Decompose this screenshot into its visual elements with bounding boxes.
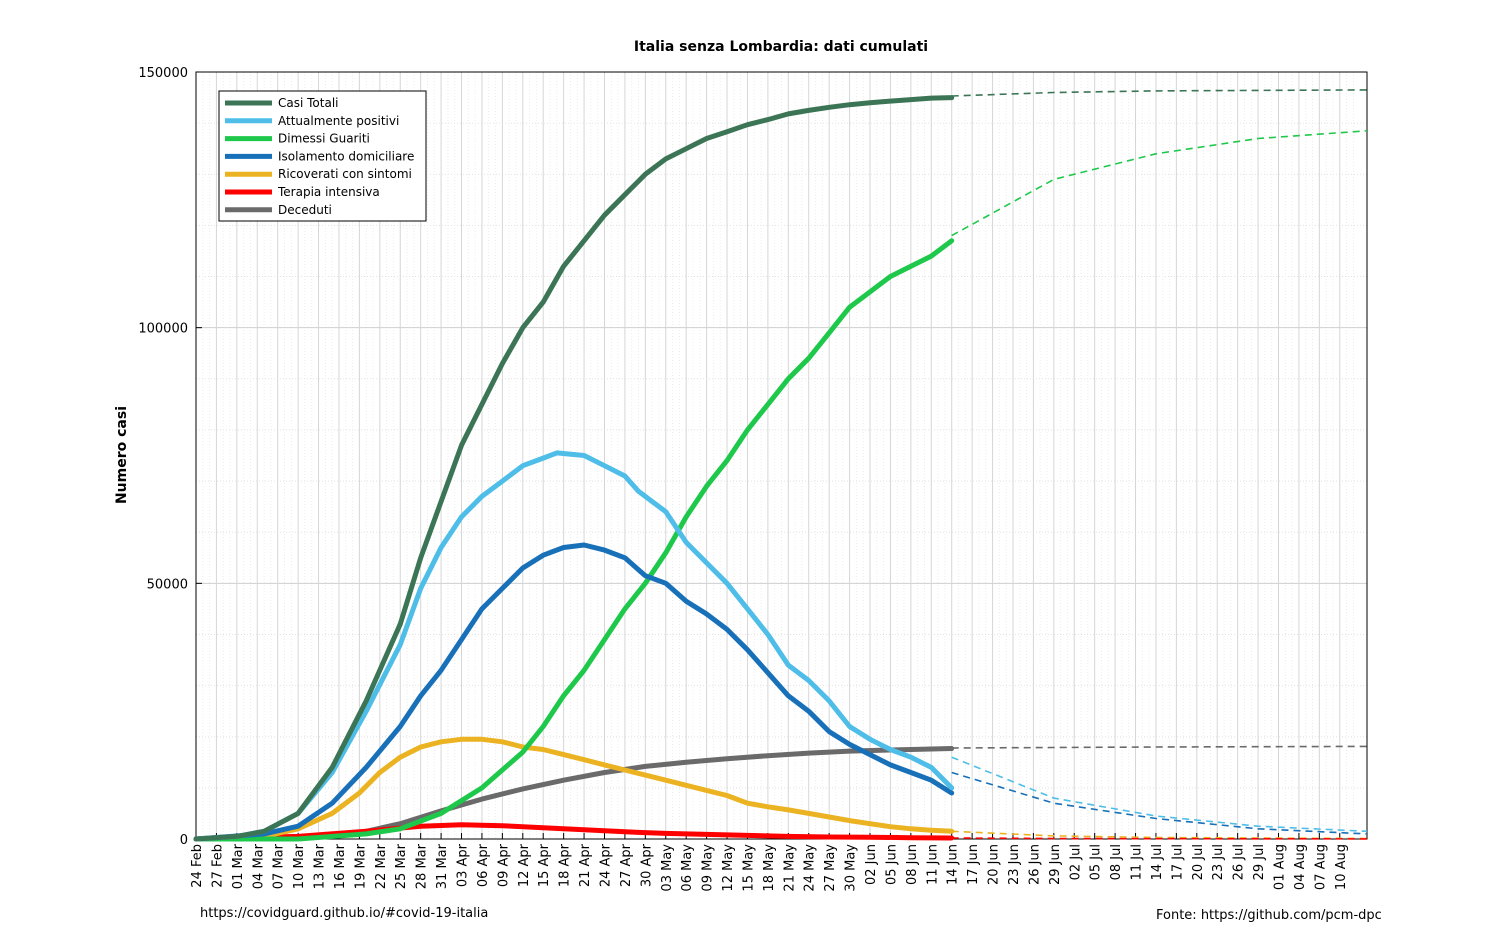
y-tick-label: 50000 (147, 577, 188, 592)
x-tick-labels: 24 Feb 27 Feb 01 Mar 04 Mar 07 Mar 10 Mar 13 M… (190, 843, 1349, 891)
series-line-ricoverati-con-sintomi (193, 736, 955, 842)
x-tick-label: 23 Jun (1007, 844, 1022, 885)
series-line-casi-totali (193, 95, 955, 842)
x-tick-label: 01 Aug (1272, 844, 1287, 890)
x-tick-label: 10 Aug (1334, 844, 1349, 890)
forecast-line-ricoverati-con-sintomi (951, 830, 1368, 840)
x-tick-label: 15 May (741, 844, 756, 892)
x-tick-label: 17 Jul (1170, 844, 1185, 880)
x-tick-label: 23 Jul (1211, 844, 1226, 880)
x-tick-label: 18 May (762, 844, 777, 892)
legend-label-deceduti: Deceduti (278, 203, 332, 217)
x-tick-label: 30 Apr (639, 843, 654, 887)
x-tick-label: 26 Jul (1232, 844, 1247, 880)
series-line-isolamento-domiciliare (193, 542, 955, 842)
x-tick-label: 14 Jun (946, 844, 961, 885)
legend-label-isolamento-domiciliare: Isolamento domiciliare (278, 149, 414, 163)
x-tick-label: 03 Apr (456, 843, 471, 887)
x-tick-label: 30 May (844, 844, 859, 892)
x-tick-label: 21 May (782, 844, 797, 892)
y-tick-label: 150000 (138, 66, 188, 81)
x-tick-label: 29 Jul (1252, 844, 1267, 880)
x-tick-label: 17 Jun (966, 844, 981, 885)
y-tick-label: 0 (180, 833, 188, 848)
x-tick-label: 06 May (680, 844, 695, 892)
x-tick-label: 18 Apr (558, 843, 573, 887)
x-tick-label: 02 Jun (864, 844, 879, 885)
plot-frame (195, 71, 1368, 840)
x-tick-label: 27 May (823, 844, 838, 892)
forecast-line-isolamento-domiciliare (951, 771, 1368, 835)
chart-title: Italia senza Lombardia: dati cumulati (634, 39, 928, 55)
x-tick-label: 09 Apr (496, 843, 511, 887)
x-tick-label: 05 Jun (884, 844, 899, 885)
x-tick-label: 22 Mar (374, 843, 389, 889)
x-tick-label: 08 Jun (905, 844, 920, 885)
x-tick-label: 20 Jul (1191, 844, 1206, 880)
x-tick-label: 11 Jul (1130, 844, 1145, 880)
x-tick-label: 10 Mar (292, 843, 307, 889)
x-tick-label: 20 Jun (987, 844, 1002, 885)
legend-label-dimessi-guariti: Dimessi Guariti (278, 132, 370, 146)
x-tick-label: 29 Jun (1048, 844, 1063, 885)
series-line-attualmente-positivi (193, 450, 955, 842)
x-tick-label: 26 Jun (1027, 844, 1042, 885)
x-tick-label: 12 May (721, 844, 736, 892)
x-tick-label: 15 Apr (537, 843, 552, 887)
footer-source-site: https://covidguard.github.io/#covid-19-i… (200, 906, 489, 921)
x-tick-label: 16 Mar (333, 843, 348, 889)
forecast-line-dimessi-guariti (951, 130, 1368, 237)
x-tick-label: 31 Mar (435, 843, 450, 889)
x-tick-label: 25 Mar (394, 843, 409, 889)
x-tick-label: 27 Apr (619, 843, 634, 887)
x-tick-label: 03 May (660, 844, 675, 892)
x-tick-label: 07 Aug (1313, 844, 1328, 890)
forecast-line-deceduti (951, 745, 1368, 749)
y-tick-label: 100000 (138, 322, 188, 337)
x-tick-label: 08 Jul (1109, 844, 1124, 880)
x-tick-label: 12 Apr (517, 843, 532, 887)
x-tick-label: 21 Apr (578, 843, 593, 887)
forecast-line-casi-totali (951, 89, 1368, 97)
x-tick-label: 04 Aug (1293, 844, 1308, 890)
x-tick-label: 02 Jul (1068, 844, 1083, 880)
legend-label-terapia-intensiva: Terapia intensiva (277, 185, 380, 199)
x-tick-label: 11 Jun (925, 844, 940, 885)
x-tick-label: 28 Mar (415, 843, 430, 889)
x-tick-label: 07 Mar (272, 843, 287, 889)
x-tick-label: 14 Jul (1150, 844, 1165, 880)
y-axis-label: Numero casi (114, 406, 130, 504)
forecast-line-terapia-intensiva (951, 837, 1368, 840)
x-tick-label: 06 Apr (476, 843, 491, 887)
legend-label-casi-totali: Casi Totali (278, 96, 339, 110)
x-tick-label: 24 May (803, 844, 818, 892)
x-tick-label: 05 Jul (1089, 844, 1104, 880)
x-tick-label: 24 Feb (190, 844, 205, 888)
y-tick-labels: 0 50000 100000 150000 (138, 66, 188, 848)
x-tick-label: 09 May (701, 844, 716, 892)
series-line-dimessi-guariti (193, 238, 955, 842)
x-tick-label: 24 Apr (598, 843, 613, 887)
footer-data-source: Fonte: https://github.com/pcm-dpc (1156, 908, 1382, 923)
x-tick-label: 19 Mar (353, 843, 368, 889)
legend-label-ricoverati-con-sintomi: Ricoverati con sintomi (278, 167, 412, 181)
legend-label-attualmente-positivi: Attualmente positivi (278, 114, 399, 128)
series-lines (193, 95, 955, 842)
forecast-lines (951, 89, 1368, 840)
legend: Casi Totali Attualmente positivi Dimessi G… (218, 90, 427, 222)
x-tick-label: 13 Mar (313, 843, 328, 889)
x-tick-label: 01 Mar (231, 843, 246, 889)
forecast-line-attualmente-positivi (951, 756, 1368, 833)
x-tick-label: 04 Mar (251, 843, 266, 889)
x-tick-label: 27 Feb (210, 844, 225, 888)
